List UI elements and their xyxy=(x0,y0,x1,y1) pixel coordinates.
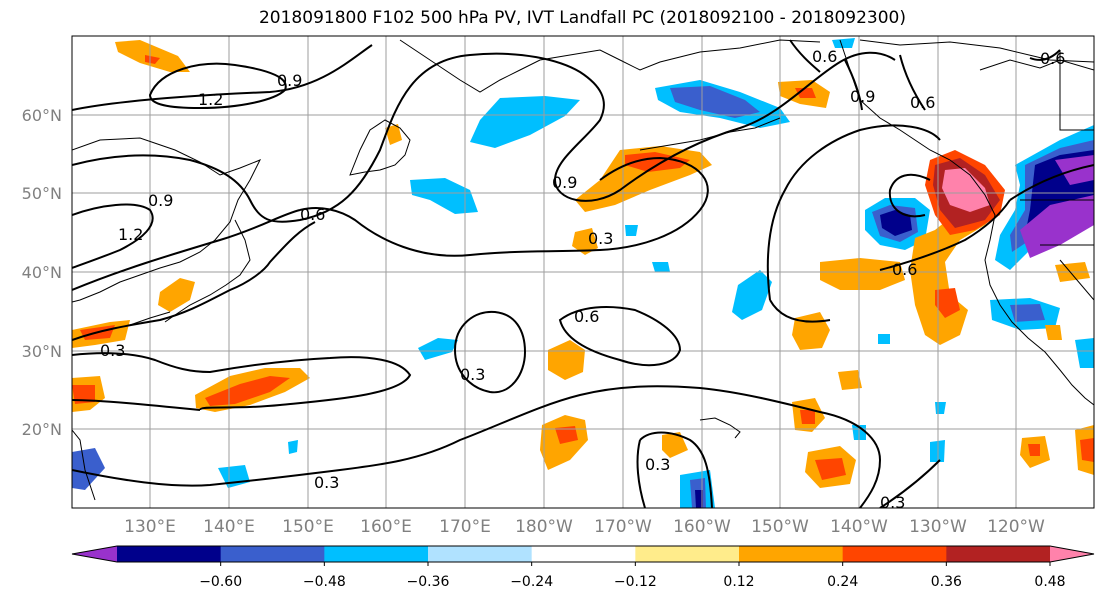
svg-text:130°W: 130°W xyxy=(909,517,967,537)
pv-contours xyxy=(72,39,1094,508)
svg-text:0.3: 0.3 xyxy=(314,473,339,492)
colorbar-swatch xyxy=(946,546,1051,562)
svg-text:0.6: 0.6 xyxy=(574,307,599,326)
colorbar-tick-label: 0.12 xyxy=(723,574,754,590)
longitude-labels: 130°E 140°E 150°E 160°E 170°E 180°W 170°… xyxy=(124,517,1045,537)
coastlines xyxy=(72,39,1094,501)
colorbar: −0.60 −0.48 −0.36 −0.24 −0.12 0.12 0.24 0.36 0.4… xyxy=(71,545,1095,590)
map-title: 2018091800 F102 500 hPa PV, IVT Landfall… xyxy=(258,8,906,28)
colorbar-max-arrow xyxy=(1050,546,1094,562)
svg-text:1.2: 1.2 xyxy=(198,90,223,109)
colorbar-tick-label: 0.36 xyxy=(931,574,962,590)
map-border xyxy=(71,35,1095,509)
colorbar-swatch xyxy=(220,546,325,562)
svg-text:150°W: 150°W xyxy=(751,517,809,537)
latitude-labels: 60°N 50°N 40°N 30°N 20°N xyxy=(22,106,62,439)
colorbar-tick-label: −0.12 xyxy=(614,574,657,590)
svg-text:0.9: 0.9 xyxy=(277,71,302,90)
svg-text:140°W: 140°W xyxy=(830,517,888,537)
colorbar-tick-label: −0.48 xyxy=(303,574,346,590)
svg-text:1.2: 1.2 xyxy=(118,225,143,244)
svg-text:0.3: 0.3 xyxy=(588,229,613,248)
svg-text:0.6: 0.6 xyxy=(892,260,917,279)
svg-text:170°E: 170°E xyxy=(439,517,491,537)
svg-text:160°E: 160°E xyxy=(360,517,412,537)
colorbar-tick-label: −0.60 xyxy=(199,574,242,590)
colorbar-min-arrow xyxy=(72,546,117,562)
svg-text:0.9: 0.9 xyxy=(850,87,875,106)
svg-text:0.6: 0.6 xyxy=(812,47,837,66)
colorbar-tick-label: 0.48 xyxy=(1034,574,1065,590)
colorbar-swatch xyxy=(739,546,844,562)
svg-text:180°W: 180°W xyxy=(515,517,573,537)
svg-text:0.3: 0.3 xyxy=(460,365,485,384)
colorbar-swatch xyxy=(635,546,740,562)
svg-text:0.9: 0.9 xyxy=(552,173,577,192)
svg-text:140°E: 140°E xyxy=(203,517,255,537)
colorbar-swatches xyxy=(72,546,1094,562)
svg-text:60°N: 60°N xyxy=(22,106,62,125)
colorbar-swatch xyxy=(428,546,533,562)
svg-text:0.9: 0.9 xyxy=(148,191,173,210)
svg-text:0.6: 0.6 xyxy=(910,93,935,112)
svg-text:0.3: 0.3 xyxy=(100,341,125,360)
colorbar-swatch xyxy=(531,546,636,562)
svg-text:30°N: 30°N xyxy=(22,342,62,361)
svg-text:160°W: 160°W xyxy=(673,517,731,537)
svg-text:150°E: 150°E xyxy=(282,517,334,537)
colorbar-tick-label: 0.24 xyxy=(827,574,858,590)
svg-text:130°E: 130°E xyxy=(124,517,176,537)
svg-text:0.6: 0.6 xyxy=(1040,49,1065,68)
colorbar-swatch xyxy=(117,546,222,562)
svg-text:0.6: 0.6 xyxy=(300,205,325,224)
colorbar-swatch xyxy=(324,546,429,562)
svg-text:0.3: 0.3 xyxy=(880,493,905,512)
colorbar-swatch xyxy=(842,546,947,562)
svg-text:20°N: 20°N xyxy=(22,420,62,439)
svg-text:170°W: 170°W xyxy=(594,517,652,537)
svg-text:120°W: 120°W xyxy=(987,517,1045,537)
colorbar-tick-label: −0.24 xyxy=(510,574,553,590)
colorbar-ticks: −0.60 −0.48 −0.36 −0.24 −0.12 0.12 0.24 0.36 0.4… xyxy=(199,562,1066,590)
contour-labels: 1.2 0.9 0.6 0.3 0.9 1.2 0.9 0.3 0.6 0.3 … xyxy=(100,47,1065,512)
svg-text:0.3: 0.3 xyxy=(645,455,670,474)
svg-text:50°N: 50°N xyxy=(22,184,62,203)
colorbar-tick-label: −0.36 xyxy=(407,574,450,590)
svg-text:40°N: 40°N xyxy=(22,263,62,282)
